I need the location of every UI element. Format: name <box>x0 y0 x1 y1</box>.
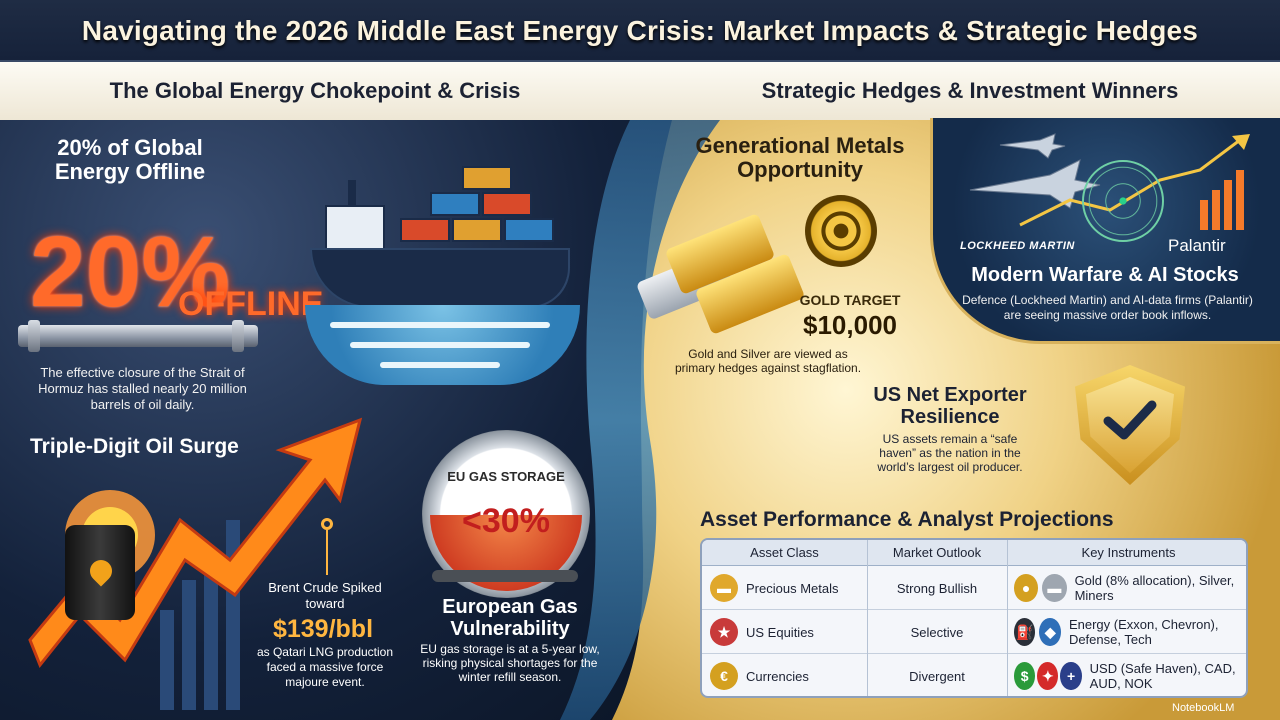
outlook-cell: Selective <box>910 624 964 640</box>
pipe-ring <box>28 320 40 352</box>
section-header-band <box>0 62 1280 120</box>
instruments-cell: ● ▬ Gold (8% allocation), Silver, Miners <box>1014 566 1246 610</box>
lockheed-martin-logo: LOCKHEED MARTIN <box>960 240 1075 252</box>
us-title: US Net Exporter Resilience <box>873 384 1027 428</box>
outlook-cell: Strong Bullish <box>896 580 978 596</box>
pin-marker <box>321 518 333 530</box>
pipeline-icon <box>18 325 258 347</box>
ship-bridge <box>325 205 385 251</box>
instruments-label: USD (Safe Haven), CAD, AUD, NOK <box>1089 661 1236 691</box>
radar-icon <box>1082 160 1164 242</box>
target-icon <box>805 195 877 267</box>
currency-icon: € <box>710 662 738 690</box>
cargo-container <box>452 218 502 242</box>
palantir-logo: Palantir <box>1168 236 1226 255</box>
brent-label: Brent Crude Spiked toward <box>268 580 382 611</box>
table-header: Key Instruments <box>1007 540 1246 566</box>
cargo-ship-icon <box>310 248 570 308</box>
column-divider <box>867 540 868 696</box>
wave-line <box>380 362 500 368</box>
gold-target-value: $10,000 <box>803 310 897 340</box>
pipe-ring <box>232 320 244 352</box>
gold-bar-icon: ▬ <box>710 574 738 602</box>
page-title: Navigating the 2026 Middle East Energy C… <box>81 15 1199 46</box>
wave-line <box>350 342 530 348</box>
asset-label: US Equities <box>746 624 814 640</box>
coin-icon: ● <box>1014 574 1039 602</box>
cargo-container <box>462 166 512 190</box>
table-row: ★ US Equities Selective ⛽ ◆ Energy (Exxo… <box>702 610 1246 654</box>
pin-line <box>326 530 328 575</box>
gold-target-label: GOLD TARGET <box>799 292 901 308</box>
asset-table: Asset Class Market Outlook Key Instrumen… <box>700 538 1248 698</box>
canada-flag-icon: ✦ <box>1037 662 1059 690</box>
cargo-container <box>482 192 532 216</box>
metals-title: Generational Metals Opportunity <box>695 133 905 182</box>
norway-flag-icon: + <box>1060 662 1082 690</box>
offline-title: 20% of Global Energy Offline <box>54 135 206 184</box>
shield-icon: ◆ <box>1039 618 1061 646</box>
us-text: US assets remain a “safe haven” as the n… <box>877 432 1023 474</box>
table-row: € Currencies Divergent $ ✦ + USD (Safe H… <box>702 654 1246 696</box>
asset-label: Precious Metals <box>746 580 839 596</box>
ship-mast <box>348 180 356 208</box>
eu-gas-text: EU gas storage is at a 5-year low, riski… <box>420 642 600 684</box>
us-flag-icon: ★ <box>710 618 738 646</box>
gauge-label: EU GAS STORAGE <box>447 469 565 484</box>
wave-line <box>330 322 550 328</box>
left-section-heading: The Global Energy Chokepoint & Crisis <box>109 78 521 103</box>
instruments-label: Energy (Exxon, Chevron), Defense, Tech <box>1068 617 1219 647</box>
gauge-base <box>432 570 578 582</box>
table-title: Asset Performance & Analyst Projections <box>700 508 1114 531</box>
dollar-icon: $ <box>1014 662 1036 690</box>
checkmark-icon <box>1103 400 1157 440</box>
table-header: Asset Class <box>702 540 867 566</box>
asset-cell: € Currencies <box>710 654 870 696</box>
warfare-text: Defence (Lockheed Martin) and AI-data fi… <box>962 293 1253 322</box>
hormuz-text: The effective closure of the Strait of H… <box>38 365 247 412</box>
notebooklm-logo: NotebookLM <box>1172 702 1235 714</box>
title-bar <box>0 0 1280 62</box>
cargo-container <box>400 218 450 242</box>
offline-word: OFFLINE <box>178 285 324 323</box>
table-row: ▬ Precious Metals Strong Bullish ● ▬ Gol… <box>702 566 1246 610</box>
table-header: Market Outlook <box>867 540 1007 566</box>
asset-label: Currencies <box>746 668 809 684</box>
gauge-value: <30% <box>462 502 550 540</box>
cargo-container <box>504 218 554 242</box>
asset-cell: ★ US Equities <box>710 610 870 654</box>
qatar-text: as Qatari LNG production faced a massive… <box>256 645 394 689</box>
instruments-cell: ⛽ ◆ Energy (Exxon, Chevron), Defense, Te… <box>1014 610 1246 654</box>
brent-price: $139/bbl <box>272 615 374 643</box>
outlook-cell: Divergent <box>909 668 965 684</box>
right-section-heading: Strategic Hedges & Investment Winners <box>761 78 1179 103</box>
eu-gas-title: European Gas Vulnerability <box>442 596 578 640</box>
instruments-label: Gold (8% allocation), Silver, Miners <box>1074 573 1235 603</box>
column-divider <box>1007 540 1008 696</box>
metals-text: Gold and Silver are viewed as primary he… <box>674 347 862 375</box>
instruments-cell: $ ✦ + USD (Safe Haven), CAD, AUD, NOK <box>1014 654 1246 696</box>
cargo-container <box>430 192 480 216</box>
warfare-title: Modern Warfare & AI Stocks <box>971 264 1239 286</box>
asset-cell: ▬ Precious Metals <box>710 566 870 610</box>
silver-icon: ▬ <box>1042 574 1067 602</box>
oil-surge-title: Triple-Digit Oil Surge <box>30 435 239 458</box>
oil-pump-icon: ⛽ <box>1014 618 1036 646</box>
offline-big-value: 20% <box>30 216 231 328</box>
